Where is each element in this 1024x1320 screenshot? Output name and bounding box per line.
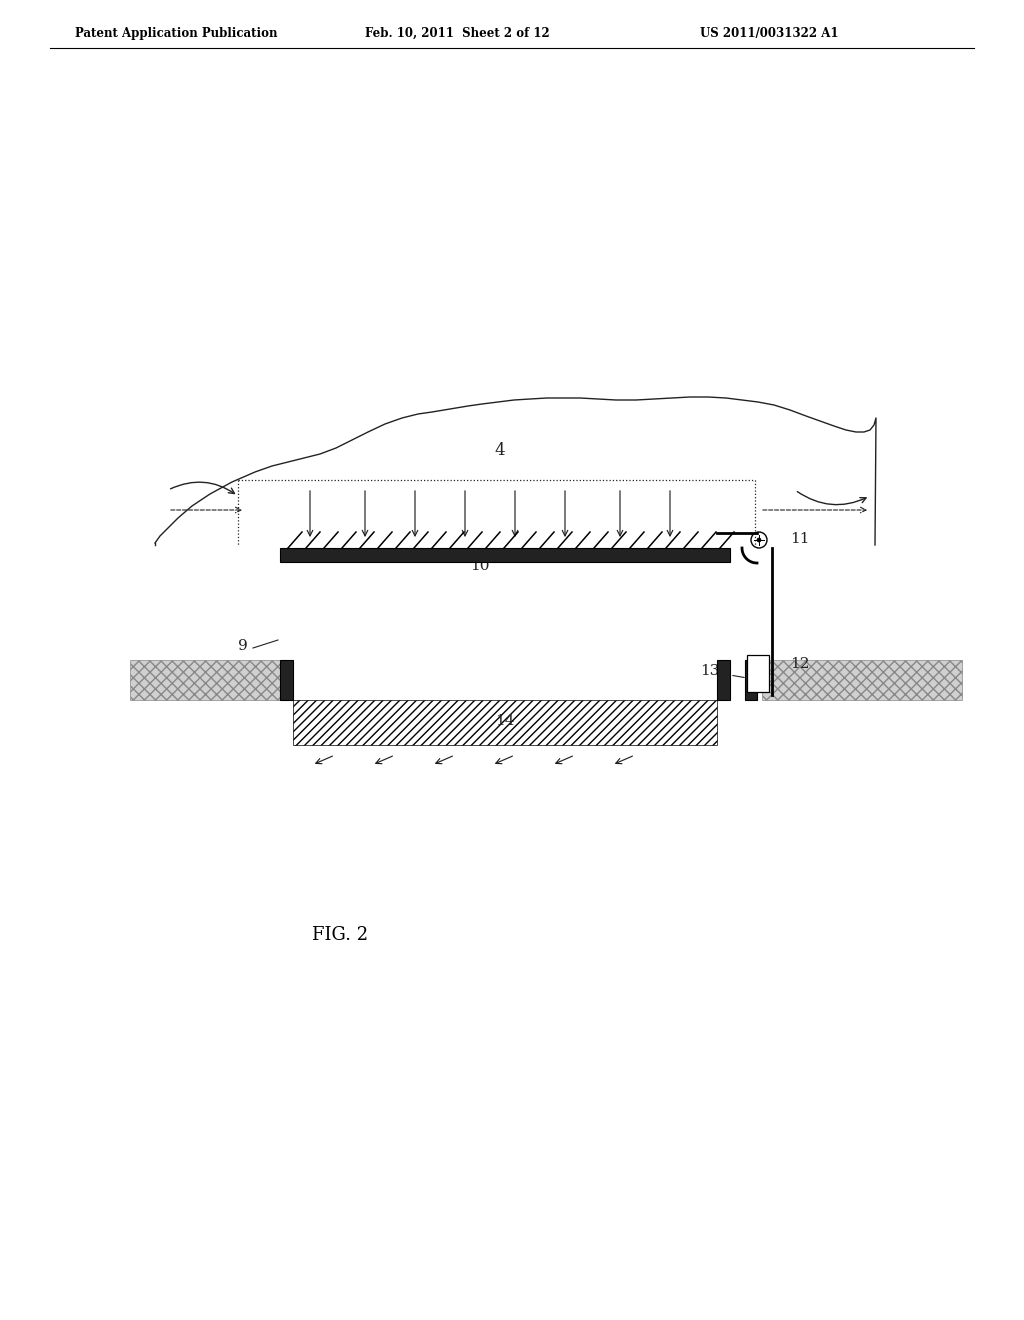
Bar — [280, 660, 293, 700]
Text: 14: 14 — [496, 714, 515, 729]
Text: Patent Application Publication: Patent Application Publication — [75, 26, 278, 40]
Text: FIG. 2: FIG. 2 — [312, 927, 368, 944]
Bar — [717, 660, 730, 700]
Bar — [762, 660, 962, 700]
Text: 4: 4 — [495, 442, 505, 459]
Text: 10: 10 — [470, 558, 489, 573]
Bar — [293, 700, 717, 744]
Text: US 2011/0031322 A1: US 2011/0031322 A1 — [700, 26, 839, 40]
Text: 12: 12 — [790, 657, 810, 671]
Bar — [746, 655, 769, 692]
Text: 13: 13 — [700, 664, 720, 678]
Bar — [745, 660, 757, 700]
Text: 11: 11 — [790, 532, 810, 546]
Text: 9: 9 — [239, 639, 248, 653]
Text: Feb. 10, 2011  Sheet 2 of 12: Feb. 10, 2011 Sheet 2 of 12 — [365, 26, 550, 40]
Bar — [280, 548, 730, 562]
Circle shape — [757, 539, 761, 543]
Bar — [130, 660, 280, 700]
